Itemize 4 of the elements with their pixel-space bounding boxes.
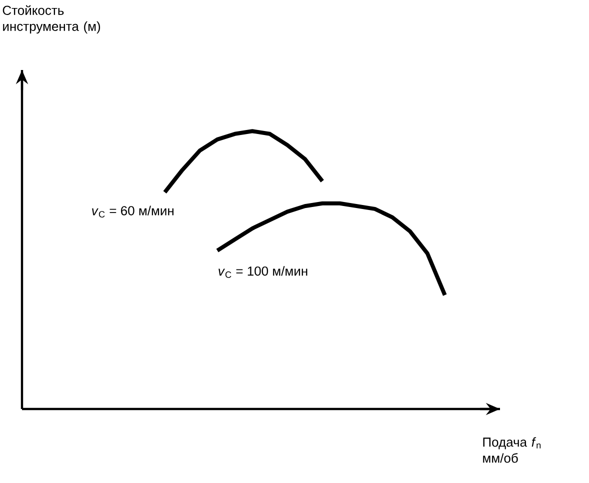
text: Подача f$_{n}$ мм/об [483,437,541,463]
series-label: v$_{C}$ = 60 м/мин [92,206,174,218]
series-label: v$_{C}$ = 100 м/мин [218,266,308,278]
text: Стойкость инструмента (м) [2,5,100,34]
